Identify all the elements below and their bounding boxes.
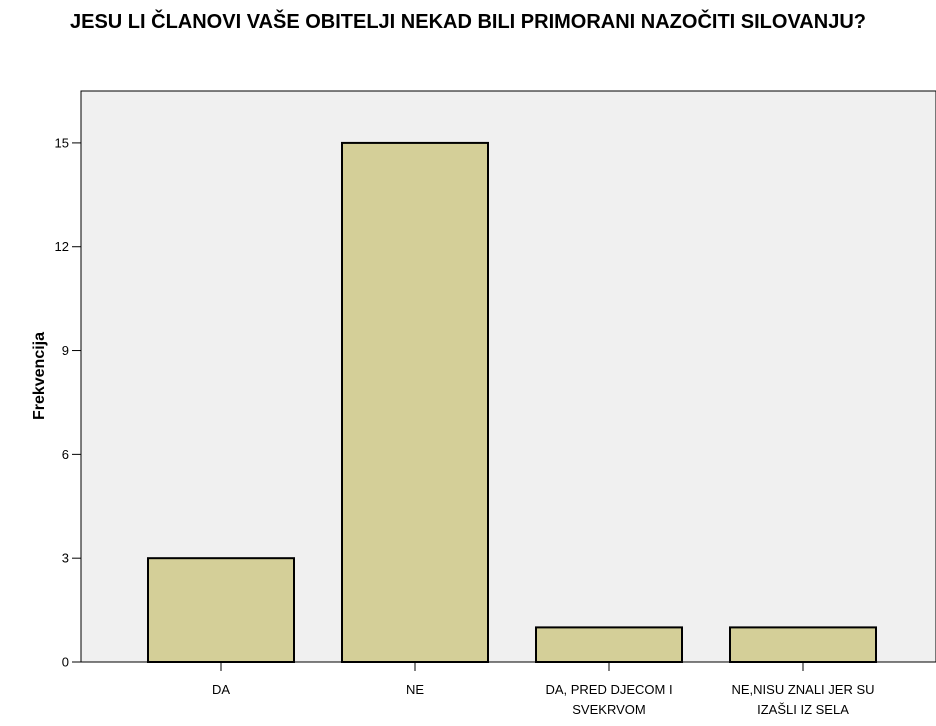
bar-1 bbox=[341, 141, 489, 663]
x-category-label: DA, PRED DJECOM I SVEKRVOM bbox=[545, 682, 672, 717]
bar-0 bbox=[147, 557, 295, 664]
y-tick-label: 3 bbox=[62, 551, 69, 566]
y-tick-label: 0 bbox=[62, 655, 69, 670]
bar-2 bbox=[535, 626, 683, 663]
y-tick-label: 15 bbox=[55, 135, 69, 150]
y-axis: 0 3 6 9 12 15 bbox=[55, 135, 81, 670]
y-tick-label: 6 bbox=[62, 447, 69, 462]
x-axis: DA NE DA, PRED DJECOM I SVEKRVOM NE,NISU ZNA… bbox=[212, 662, 875, 717]
bar-3 bbox=[729, 626, 877, 663]
y-axis-title: Frekvencija bbox=[31, 332, 48, 420]
y-tick-label: 12 bbox=[55, 239, 69, 254]
x-category-label: NE,NISU ZNALI JER SU IZAŠLI IZ SELA bbox=[731, 682, 874, 717]
y-tick-label: 9 bbox=[62, 343, 69, 358]
x-category-label: NE bbox=[406, 682, 424, 697]
chart-title: JESU LI ČLANOVI VAŠE OBITELJI NEKAD BILI… bbox=[70, 11, 866, 33]
x-category-label: DA bbox=[212, 682, 230, 697]
